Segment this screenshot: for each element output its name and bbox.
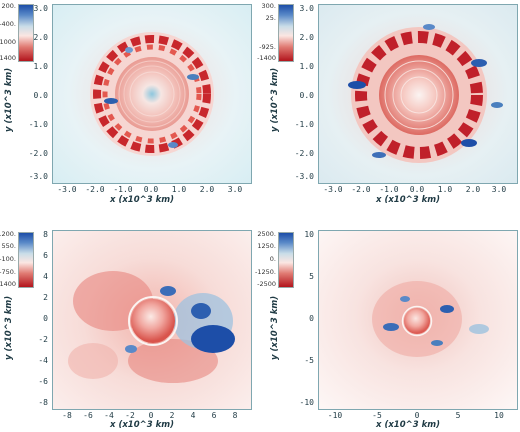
y-tick: 3.0: [33, 4, 48, 13]
x-tick: 4: [190, 411, 196, 420]
colorbar-1-label: -1400: [0, 54, 16, 62]
y-tick: 6: [43, 251, 48, 260]
y-tick: -6: [38, 377, 48, 386]
x-tick: 0.0: [409, 185, 425, 194]
y-tick: 2.0: [33, 33, 48, 42]
colorbar-1-label: 200.: [1, 2, 16, 10]
y-tick: -1.0: [294, 120, 314, 129]
simulation-image-1: [53, 5, 251, 183]
y-tick: -3.0: [294, 172, 314, 181]
y-tick: -8: [38, 398, 48, 407]
x-tick: 3.0: [491, 185, 507, 194]
x-tick: -1.0: [379, 185, 399, 194]
y-tick: -2: [38, 335, 48, 344]
x-tick: 0: [414, 411, 420, 420]
y-axis-label: y (x10^3 km): [270, 295, 280, 360]
y-tick: 2: [43, 293, 48, 302]
plot-area-4: [318, 230, 518, 410]
x-tick: -6: [83, 411, 93, 420]
x-tick: 10: [494, 411, 504, 420]
colorbar-1-label: -1000: [0, 38, 16, 46]
simulation-image-3: [53, 231, 251, 409]
colorbar-4-label: 0.: [269, 255, 276, 263]
plot-area-3: [52, 230, 252, 410]
y-tick: 2.0: [299, 33, 314, 42]
colorbar-3: [18, 232, 34, 288]
y-tick: 0.0: [33, 91, 48, 100]
simulation-image-2: [319, 5, 517, 183]
colorbar-4-label: 1250.: [257, 242, 276, 250]
colorbar-2-label: -925.: [259, 43, 276, 51]
x-tick: 0.0: [143, 185, 159, 194]
x-tick: -2: [125, 411, 135, 420]
colorbar-2: [278, 4, 294, 62]
x-tick: -2.0: [85, 185, 105, 194]
x-axis-label: x (x10^3 km): [110, 420, 175, 430]
y-tick: -2.0: [28, 149, 48, 158]
colorbar-4-label: -2500: [257, 280, 276, 288]
y-tick: -4: [38, 356, 48, 365]
simulation-image-4: [319, 231, 517, 409]
x-tick: 2.0: [465, 185, 481, 194]
y-tick: -2.0: [294, 149, 314, 158]
x-tick: 1.0: [437, 185, 453, 194]
colorbar-1-label: -400.: [0, 20, 16, 28]
x-axis-label: x (x10^3 km): [376, 195, 441, 205]
colorbar-2-label: 25.: [265, 14, 276, 22]
x-tick: 3.0: [227, 185, 243, 194]
x-axis-label: x (x10^3 km): [110, 195, 175, 205]
y-tick: 8: [43, 230, 48, 239]
colorbar-4: [278, 232, 294, 288]
y-axis-label: y (x10^3 km): [4, 67, 14, 132]
colorbar-2-label: 300.: [261, 2, 276, 10]
y-tick: 0: [43, 314, 48, 323]
x-tick: -3.0: [57, 185, 77, 194]
x-axis-label: x (x10^3 km): [376, 420, 441, 430]
y-tick: -5: [304, 356, 314, 365]
x-tick: -5: [372, 411, 382, 420]
x-tick: -3.0: [323, 185, 343, 194]
colorbar-3-label: -100.: [0, 255, 16, 263]
x-tick: 1.0: [171, 185, 187, 194]
y-tick: 3.0: [299, 4, 314, 13]
colorbar-4-label: 2500.: [257, 230, 276, 238]
y-axis-label: y (x10^3 km): [270, 67, 280, 132]
y-tick: 4: [43, 272, 48, 281]
x-tick: 8: [232, 411, 238, 420]
x-tick: 2.0: [199, 185, 215, 194]
y-tick: 0: [309, 314, 314, 323]
colorbar-2-label: -1400: [257, 54, 276, 62]
x-tick: 6: [211, 411, 217, 420]
colorbar-3-label: 550.: [1, 242, 16, 250]
y-tick: 10: [304, 230, 314, 239]
y-tick: -1.0: [28, 120, 48, 129]
x-tick: -10: [327, 411, 343, 420]
plot-area-1: [52, 4, 252, 184]
x-tick: -4: [104, 411, 114, 420]
y-tick: 5: [309, 272, 314, 281]
colorbar-3-label: -1400: [0, 280, 16, 288]
y-tick: -10: [299, 398, 314, 407]
x-tick: 0: [148, 411, 154, 420]
colorbar-3-label: 1200.: [0, 230, 16, 238]
x-tick: -2.0: [351, 185, 371, 194]
colorbar-1: [18, 4, 34, 62]
x-tick: -1.0: [113, 185, 133, 194]
x-tick: -8: [62, 411, 72, 420]
plot-area-2: [318, 4, 518, 184]
colorbar-4-label: -1250.: [255, 268, 276, 276]
y-tick: 1.0: [299, 62, 314, 71]
x-tick: 5: [455, 411, 461, 420]
x-tick: 2: [169, 411, 175, 420]
y-tick: -3.0: [28, 172, 48, 181]
y-tick: 1.0: [33, 62, 48, 71]
colorbar-3-label: -750.: [0, 268, 16, 276]
y-tick: 0.0: [299, 91, 314, 100]
y-axis-label: y (x10^3 km): [4, 295, 14, 360]
